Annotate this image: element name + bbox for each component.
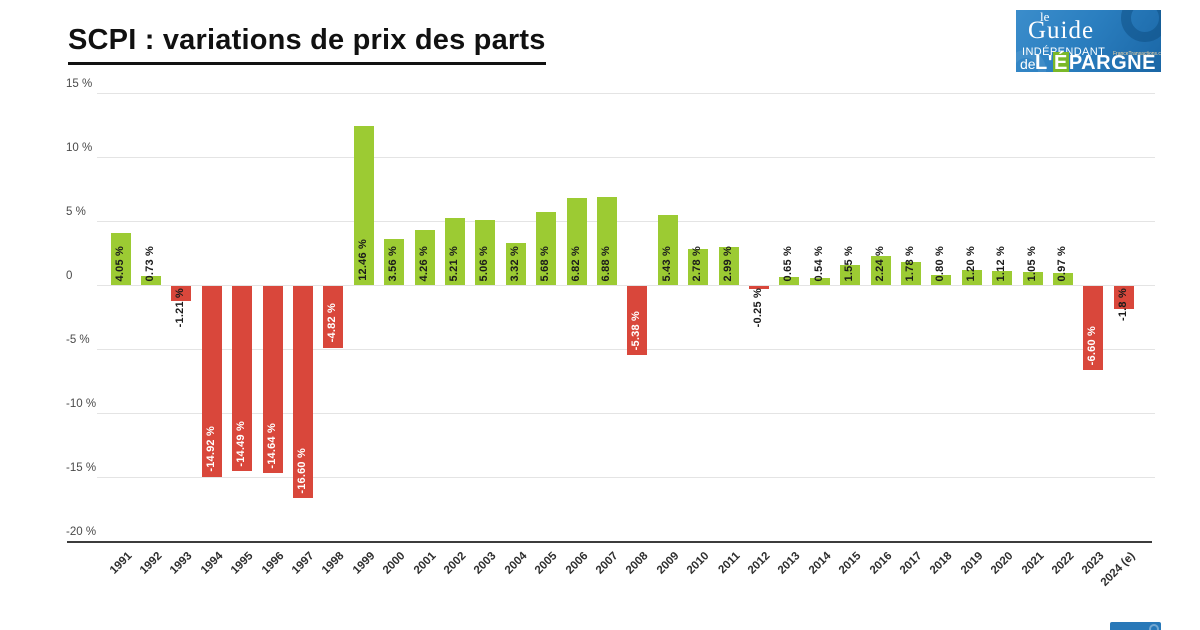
y-tick-label-5: 5 % — [66, 206, 86, 218]
partial-footer-logo-circle — [1149, 624, 1159, 630]
y-tick-label-0: 0 — [66, 270, 73, 282]
bar-value-label-2014: 0.54 % — [812, 245, 825, 281]
bar-2007 — [596, 196, 617, 285]
bar-value-label-2000: 3.56 % — [387, 245, 400, 281]
bar-value-label-2004: 3.32 % — [508, 245, 521, 281]
bar-2020 — [992, 270, 1013, 285]
bar-1992 — [140, 275, 161, 285]
bar-1996 — [262, 286, 283, 474]
bar-value-label-1998: -4.82 % — [326, 303, 339, 343]
bar-value-label-2005: 5.68 % — [539, 245, 552, 281]
bar-value-label-2017: 1.78 % — [903, 245, 916, 281]
bar-value-label-2012: -0.25 % — [751, 288, 764, 328]
bar-value-label-2019: 1.20 % — [964, 245, 977, 281]
bar-value-label-2016: 2.24 % — [873, 245, 886, 281]
bar-value-label-2015: 1.55 % — [843, 245, 856, 281]
bar-2005 — [536, 212, 557, 285]
guide-epargne-logo: le Guide INDÉPENDANT FranceTransactions.… — [1016, 10, 1161, 72]
bar-2008 — [627, 286, 648, 355]
bar-value-label-2008: -5.38 % — [630, 310, 643, 350]
bar-value-label-2009: 5.43 % — [660, 245, 673, 281]
bar-value-label-2010: 2.78 % — [691, 245, 704, 281]
logo-epargne-rest: PARGNE — [1068, 52, 1156, 73]
bar-value-label-2002: 5.21 % — [447, 245, 460, 281]
x-axis-line — [67, 541, 1152, 543]
bar-value-label-1999: 12.46 % — [356, 239, 369, 281]
logo-circle-decoration-2 — [1016, 50, 1046, 72]
bar-1994 — [201, 286, 222, 477]
y-tick-label--5: -5 % — [66, 334, 90, 346]
bar-2004 — [505, 242, 526, 285]
logo-text-epargne: L'ÉPARGNE — [1035, 52, 1156, 73]
bar-2019 — [961, 269, 982, 285]
logo-epargne-accent: É — [1052, 52, 1069, 72]
gridline--15 — [97, 477, 1155, 478]
gridline-0 — [97, 285, 1155, 286]
bar-1999 — [353, 125, 374, 285]
logo-text-guide: Guide — [1028, 17, 1095, 44]
gridline-5 — [97, 221, 1155, 222]
bar-value-label-2020: 1.12 % — [995, 245, 1008, 281]
y-tick-label-15: 15 % — [66, 78, 93, 90]
bar-1993 — [171, 286, 192, 302]
bar-value-label-1993: -1.21 % — [174, 288, 187, 328]
bar-2010 — [688, 249, 709, 285]
bar-2000 — [384, 239, 405, 285]
bar-2003 — [475, 220, 496, 285]
bar-value-label-2006: 6.82 % — [569, 245, 582, 281]
bar-2015 — [840, 265, 861, 285]
bar-1997 — [292, 286, 313, 499]
logo-text-le: le — [1040, 10, 1050, 24]
page-title: SCPI : variations de prix des parts — [68, 24, 546, 65]
bar-value-label-2018: 0.80 % — [934, 245, 947, 281]
y-tick-label--20: -20 % — [66, 526, 97, 538]
bar-value-label-2021: 1.05 % — [1025, 245, 1038, 281]
logo-text-francetransactions: FranceTransactions.com — [1113, 51, 1161, 57]
bar-value-label-2022: 0.97 % — [1055, 245, 1068, 281]
bar-value-label-2013: 0.65 % — [782, 245, 795, 281]
bar-value-label-1997: -16.60 % — [295, 447, 308, 494]
bar-value-label-1991: 4.05 % — [113, 245, 126, 281]
logo-text-de: de — [1020, 56, 1036, 72]
bar-value-label-1992: 0.73 % — [143, 245, 156, 281]
bar-1998 — [323, 286, 344, 348]
bar-value-label-2024e: -1.8 % — [1116, 288, 1129, 321]
bar-2018 — [931, 274, 952, 285]
logo-circle-decoration — [1121, 10, 1161, 42]
y-tick-label--10: -10 % — [66, 398, 97, 410]
y-tick-label-10: 10 % — [66, 142, 93, 154]
bar-value-label-1994: -14.92 % — [204, 426, 217, 472]
bar-2002 — [444, 218, 465, 285]
partial-footer-logo — [1110, 622, 1161, 630]
bar-2022 — [1052, 272, 1073, 285]
bar-2001 — [414, 230, 435, 285]
bar-value-label-2011: 2.99 % — [721, 245, 734, 281]
bar-value-label-1996: -14.64 % — [265, 422, 278, 469]
bar-2016 — [870, 256, 891, 285]
bar-2006 — [566, 197, 587, 285]
y-tick-label--15: -15 % — [66, 462, 97, 474]
bar-2024e — [1113, 286, 1134, 310]
bar-2017 — [900, 262, 921, 285]
gridline-15 — [97, 93, 1155, 94]
gridline--10 — [97, 413, 1155, 414]
gridline--5 — [97, 349, 1155, 350]
bar-2013 — [779, 276, 800, 285]
bar-value-label-2001: 4.26 % — [417, 245, 430, 281]
bar-1991 — [110, 233, 131, 285]
bar-2009 — [657, 215, 678, 285]
bar-value-label-2007: 6.88 % — [599, 245, 612, 281]
bar-value-label-2003: 5.06 % — [478, 245, 491, 281]
bar-2011 — [718, 246, 739, 285]
gridline-10 — [97, 157, 1155, 158]
bar-value-label-2023: -6.60 % — [1086, 326, 1099, 366]
bar-2023 — [1083, 286, 1104, 371]
bar-2014 — [809, 278, 830, 285]
bar-2021 — [1022, 271, 1043, 285]
bar-1995 — [232, 286, 253, 472]
logo-epargne-prefix: L' — [1035, 52, 1053, 73]
bar-2012 — [748, 286, 769, 290]
bar-value-label-1995: -14.49 % — [235, 420, 248, 467]
